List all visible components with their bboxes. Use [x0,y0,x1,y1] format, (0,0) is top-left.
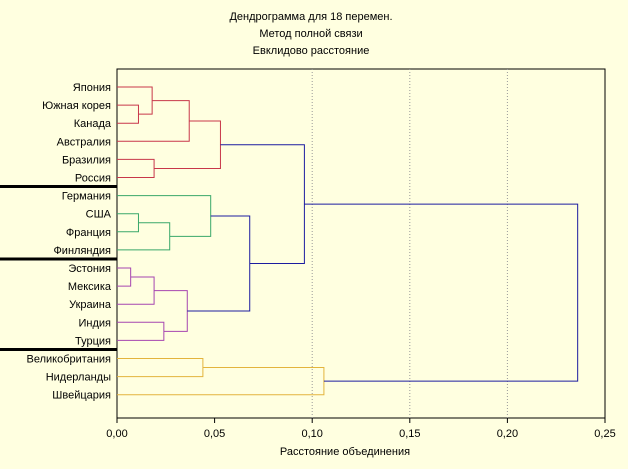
group-separators [0,185,117,351]
leaf-label-7: США [86,209,112,221]
x-axis-label: Расстояние объединения [280,446,410,458]
merge-branch-m17 [304,203,579,382]
chart-title-line-2: Метод полной связи [259,28,362,40]
leaf-label-0: Япония [73,82,111,94]
leaf-label-1: Южная корея [42,100,111,112]
leaf-label-16: Нидерланды [46,372,111,384]
x-tick-label-5: 0,25 [594,428,615,440]
leaf-label-11: Мексика [68,281,112,293]
leaf-label-14: Турция [75,335,111,347]
chart-title-line-3: Евклидово расстояние [253,45,370,57]
leaf-label-13: Индия [78,317,111,329]
x-axis: 0,00 0,05 0,10 0,15 0,20 0,25 [106,418,616,440]
leaf-label-17: Швейцария [52,390,111,402]
x-tick-label-0: 0,00 [106,428,127,440]
dendrogram-branches [117,86,579,396]
leaf-label-4: Бразилия [62,154,111,166]
leaf-label-3: Австралия [57,136,111,148]
x-tick-label-4: 0,20 [497,428,518,440]
leaf-label-12: Украина [69,299,112,311]
x-tick-label-3: 0,15 [399,428,420,440]
leaf-label-5: Россия [75,173,111,185]
chart-title-line-1: Дендрограмма для 18 перемен. [229,11,392,23]
x-tick-label-1: 0,05 [204,428,225,440]
leaf-label-10: Эстония [68,263,111,275]
leaf-label-2: Канада [74,118,112,130]
x-tick-label-2: 0,10 [301,428,322,440]
grid-lines [311,69,508,418]
leaf-label-8: Франция [66,227,111,239]
leaf-label-15: Великобритания [27,354,112,366]
leaf-labels: Япония Южная корея Канада Австралия Бразилия… [27,82,112,402]
leaf-label-6: Германия [62,191,111,203]
plot-area-frame [116,68,606,419]
leaf-label-9: Финляндия [53,245,111,257]
